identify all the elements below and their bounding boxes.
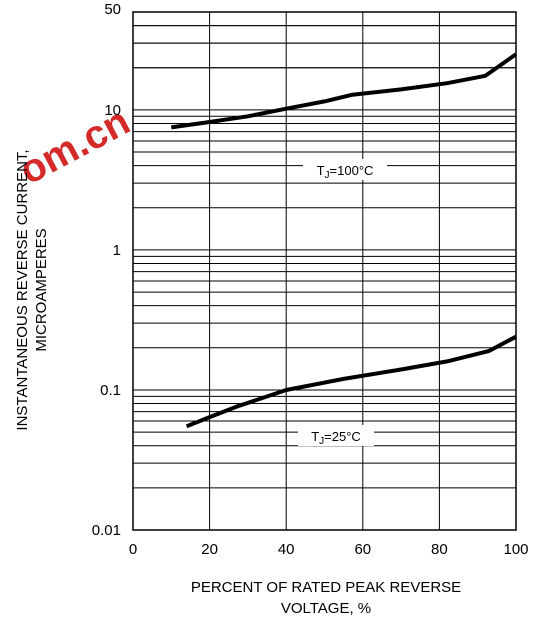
- plot-border: [133, 12, 516, 530]
- axis-titles: PERCENT OF RATED PEAK REVERSE VOLTAGE, % I…: [14, 149, 461, 617]
- x-tick-label: 0: [129, 541, 137, 558]
- x-tick-label: 20: [201, 541, 218, 558]
- y-axis-title: MICROAMPERES: [33, 228, 50, 351]
- x-axis-title: VOLTAGE, %: [281, 600, 371, 617]
- series-line-1: [187, 337, 516, 427]
- x-tick-label: 100: [503, 541, 528, 558]
- y-tick-label: 1: [113, 242, 121, 259]
- x-axis-title: PERCENT OF RATED PEAK REVERSE: [191, 579, 461, 596]
- plot-frame: [133, 12, 516, 530]
- x-tick-label: 80: [431, 541, 448, 558]
- tick-labels: 0 20 40 60 80 100 0.01 0.1 1 10 50: [92, 1, 529, 558]
- y-tick-label: 10: [104, 102, 121, 119]
- y-axis-title: INSTANTANEOUS REVERSE CURRENT,: [14, 149, 31, 430]
- x-tick-label: 60: [354, 541, 371, 558]
- grid: [133, 12, 516, 530]
- y-tick-label: 0.1: [100, 382, 121, 399]
- x-tick-label: 40: [278, 541, 295, 558]
- y-tick-label: 50: [104, 1, 121, 18]
- y-tick-label: 0.01: [92, 522, 121, 539]
